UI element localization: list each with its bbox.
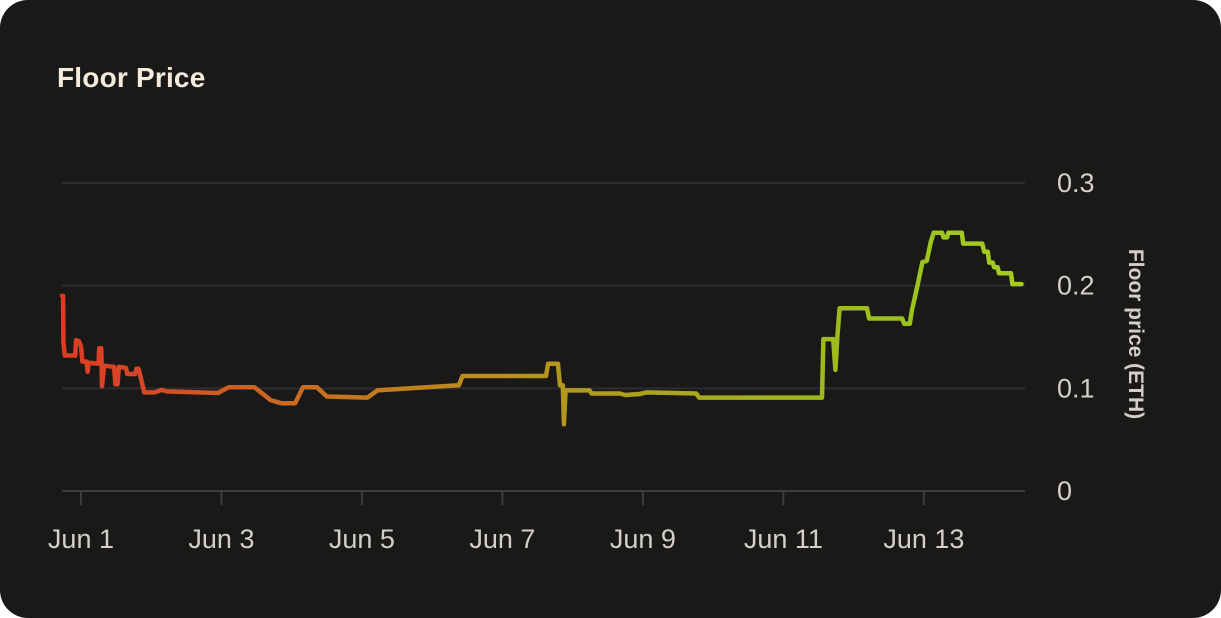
y-axis-title: Floor price (ETH)	[1124, 248, 1147, 420]
x-tick-label: Jun 7	[469, 524, 535, 554]
x-tick-label: Jun 9	[610, 524, 676, 554]
y-tick-label: 0.3	[1057, 168, 1095, 198]
x-tick-label: Jun 3	[188, 524, 254, 554]
x-tick-label: Jun 11	[744, 524, 823, 554]
y-tick-label: 0.2	[1057, 271, 1095, 301]
x-tick-label: Jun 5	[329, 524, 395, 554]
x-tick-label: Jun 13	[883, 524, 964, 554]
y-tick-label: 0.1	[1057, 373, 1095, 403]
y-tick-label: 0	[1057, 476, 1072, 506]
floor-price-line[interactable]	[59, 230, 1024, 427]
x-tick-label: Jun 1	[48, 524, 114, 554]
chart-title: Floor Price	[57, 62, 206, 93]
